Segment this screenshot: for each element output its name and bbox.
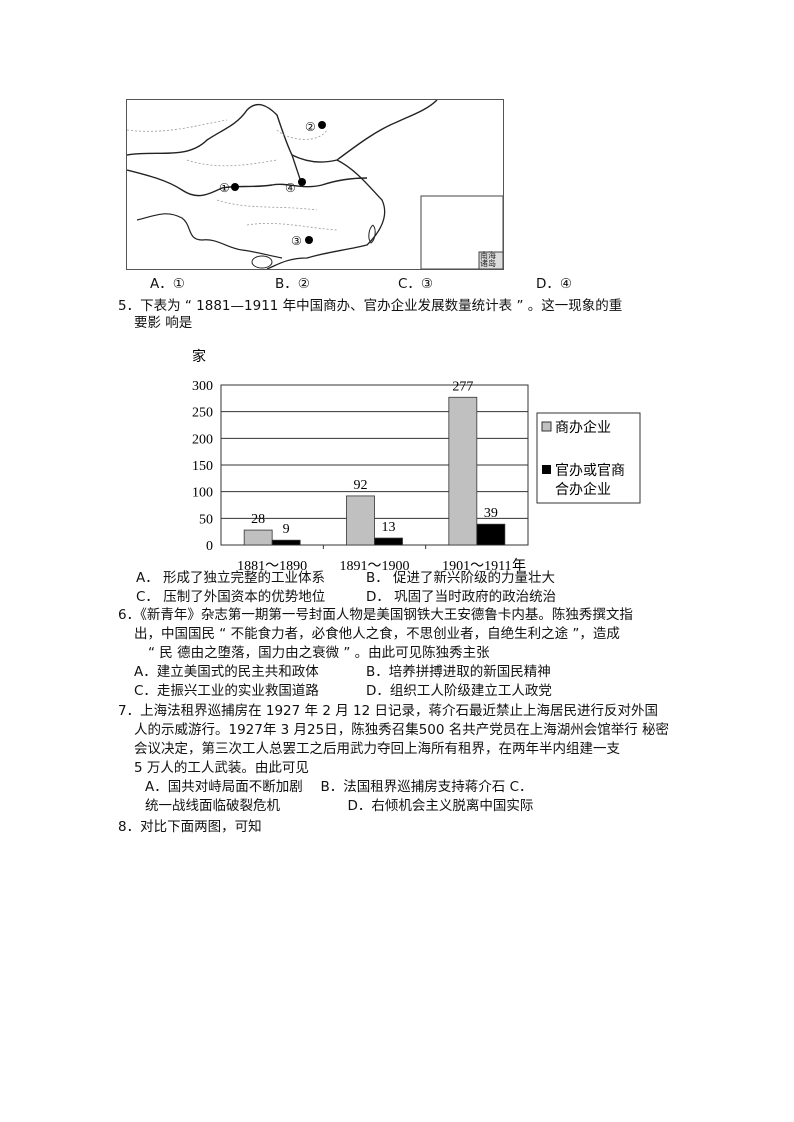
legend-swatch-commercial	[541, 421, 552, 432]
map-label-1: ①	[219, 181, 230, 195]
q5-option-c[interactable]: C． 压制了外国资本的优势地位	[136, 589, 326, 605]
south-china-sea-islands-label: 南海诸岛	[480, 251, 496, 268]
y-tick-label: 250	[192, 406, 213, 421]
q7-stem-line4: 5 万人的工人武装。由此可见	[134, 760, 309, 776]
china-map-figure: 南海诸岛 ② ① ④ ③	[126, 99, 504, 270]
q7-stem-line1: 7．上海法租界巡捕房在 1927 年 2 月 12 日记录，蒋介石最近禁止上海居…	[118, 703, 658, 719]
data-label: 28	[251, 512, 265, 527]
q7-stem-line2: 人的示威游行。1927年 3 月25日，陈独秀召集500 名共产党员在上海湖州会…	[134, 722, 670, 738]
y-tick-label: 50	[199, 512, 213, 527]
map-marker-2	[318, 121, 326, 129]
q4-option-a[interactable]: A．①	[150, 276, 185, 292]
q5-stem-line2: 要影 响是	[134, 315, 193, 331]
data-label: 39	[484, 506, 498, 521]
q5-option-d[interactable]: D． 巩固了当时政府的政治统治	[366, 589, 557, 605]
legend-box	[536, 412, 641, 504]
map-label-2: ②	[305, 120, 316, 134]
q7-stem-line3: 会议决定，第三次工人总罢工之后用武力夺回上海所有租界，在两年半内组建一支	[134, 741, 620, 757]
legend-swatch-official	[542, 465, 551, 474]
q6-stem-line2: 出，中国国民 “ 不能食力者，必食他人之食，不思创业者，自绝生利之途 ”，造成	[134, 626, 620, 642]
data-label: 92	[354, 478, 368, 493]
map-marker-4	[298, 178, 306, 186]
map-marker-1	[231, 183, 239, 191]
data-label: 13	[382, 520, 396, 535]
q6-option-d[interactable]: D．组织工人阶级建立工人政党	[366, 683, 552, 699]
y-tick-label: 200	[192, 432, 213, 447]
q6-option-a[interactable]: A．建立美国式的民主共和政体	[134, 664, 319, 680]
y-axis-label: 家	[192, 348, 206, 365]
q7-options-line2[interactable]: 统一战线面临破裂危机 D．右倾机会主义脱离中国实际	[145, 798, 534, 814]
y-tick-label: 100	[192, 486, 213, 501]
plot-area	[220, 384, 529, 546]
bar-official-2	[476, 523, 506, 546]
q6-option-b[interactable]: B．培养拼搏进取的新国民精神	[366, 664, 551, 680]
legend-label-commercial: 商办企业	[555, 419, 611, 436]
map-label-4: ④	[285, 181, 296, 195]
q5-option-a[interactable]: A． 形成了独立完整的工业体系	[136, 570, 326, 586]
q6-stem-line1: 6．《新青年》杂志第一期第一号封面人物是美国钢铁大王安德鲁卡内基。陈独秀撰文指	[118, 607, 633, 623]
data-label: 9	[283, 522, 290, 537]
q6-stem-line3: “ 民 德由之堕落，国力由之衰微 ” 。由此可见陈独秀主张	[148, 645, 490, 661]
bar-official-0	[271, 539, 301, 546]
bar-official-1	[374, 537, 403, 546]
bar-commercial-0	[243, 529, 273, 546]
y-tick-label: 300	[192, 379, 213, 394]
q6-option-c[interactable]: C．走振兴工业的实业救国道路	[134, 683, 319, 699]
y-tick-label: 150	[192, 459, 213, 474]
map-marker-3	[305, 236, 313, 244]
legend-label-official-line1: 官办或官商	[555, 463, 625, 479]
q8-stem: 8．对比下面两图，可知	[118, 819, 262, 835]
map-label-3: ③	[291, 234, 302, 248]
q7-options-line1[interactable]: A．国共对峙局面不断加剧 B．法国租界巡捕房支持蒋介石 C．	[145, 779, 533, 795]
q4-option-c[interactable]: C．③	[398, 276, 434, 292]
q5-stem-line1: 5．下表为 “ 1881—1911 年中国商办、官办企业发展数量统计表 ” 。这…	[118, 298, 623, 314]
q4-option-b[interactable]: B．②	[275, 276, 310, 292]
q4-option-d[interactable]: D．④	[536, 276, 572, 292]
y-tick-label: 0	[206, 539, 213, 554]
data-label: 277	[452, 379, 473, 394]
bar-commercial-1	[346, 495, 375, 546]
legend-label-official-line2: 合办企业	[555, 481, 611, 498]
map-drawing	[126, 99, 504, 270]
bar-commercial-2	[448, 396, 478, 546]
q5-option-b[interactable]: B． 促进了新兴阶级的力量壮大	[366, 570, 556, 586]
